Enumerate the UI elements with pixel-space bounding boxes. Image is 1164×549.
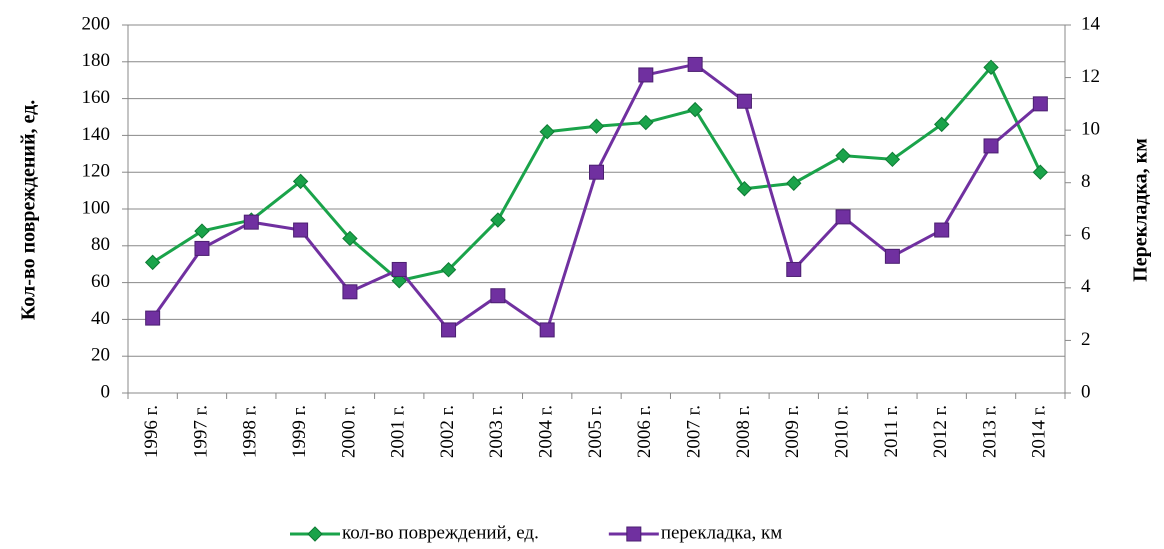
- y2-tick-label: 10: [1081, 119, 1100, 140]
- point: [194, 240, 210, 256]
- y-axis-title: Кол-во повреждений, ед.: [18, 100, 40, 320]
- x-tick-label: 2008 г.: [733, 405, 754, 458]
- point: [342, 230, 358, 247]
- point: [144, 254, 161, 271]
- x-tick-label: 2007 г.: [683, 405, 704, 458]
- legend-marker: [307, 526, 323, 542]
- point: [786, 261, 802, 277]
- point: [835, 209, 851, 225]
- x-tick-label: 1997 г.: [190, 405, 211, 458]
- point: [884, 248, 900, 264]
- point: [835, 147, 851, 164]
- y2-tick-label: 14: [1081, 13, 1101, 34]
- point: [983, 138, 999, 154]
- point: [934, 222, 950, 238]
- y-tick-label: 80: [91, 234, 110, 255]
- x-tick-label: 2000 г.: [338, 405, 359, 458]
- point: [292, 173, 309, 190]
- legend-label: перекладка, км: [661, 522, 782, 543]
- point: [194, 223, 210, 239]
- legend-marker: [626, 526, 642, 542]
- point: [638, 67, 654, 83]
- point: [293, 222, 309, 238]
- point: [440, 262, 457, 278]
- x-tick-label: 2004 г.: [536, 405, 557, 458]
- point: [687, 56, 703, 72]
- y-tick-label: 140: [82, 124, 111, 145]
- y2-tick-label: 0: [1081, 381, 1091, 402]
- y-tick-label: 120: [82, 161, 111, 182]
- point: [589, 164, 604, 180]
- point: [736, 93, 752, 109]
- y2-tick-label: 4: [1081, 276, 1091, 297]
- y2-tick-label: 12: [1081, 66, 1100, 87]
- x-tick-label: 2012 г.: [930, 405, 951, 458]
- point: [391, 273, 407, 289]
- point: [441, 322, 457, 338]
- x-tick-label: 1996 г.: [141, 405, 162, 458]
- point: [342, 284, 358, 300]
- y2-tick-label: 6: [1081, 224, 1091, 245]
- x-tick-label: 2014 г.: [1029, 405, 1050, 458]
- x-tick-label: 2002 г.: [437, 405, 458, 458]
- x-tick-label: 2009 г.: [782, 405, 803, 458]
- x-tick-label: 2006 г.: [634, 405, 655, 458]
- point: [934, 116, 950, 133]
- point: [243, 214, 259, 230]
- point: [736, 181, 753, 197]
- point: [786, 175, 802, 191]
- y-tick-label: 180: [82, 50, 111, 71]
- point: [490, 288, 506, 304]
- x-tick-label: 1998 г.: [240, 405, 261, 458]
- point: [884, 151, 901, 168]
- point: [983, 59, 999, 76]
- y-tick-label: 60: [91, 271, 110, 292]
- legend-label: кол-во повреждений, ед.: [342, 522, 539, 543]
- y2-tick-label: 2: [1081, 329, 1091, 350]
- point: [539, 322, 555, 338]
- y-tick-label: 0: [101, 381, 111, 402]
- point: [539, 124, 555, 140]
- series-line: [151, 62, 1042, 333]
- x-tick-label: 1999 г.: [289, 405, 310, 458]
- point: [1032, 164, 1049, 180]
- y-tick-label: 200: [82, 13, 111, 34]
- y-tick-label: 160: [82, 87, 111, 108]
- x-tick-label: 2003 г.: [486, 405, 507, 458]
- point: [588, 118, 605, 134]
- y-tick-label: 40: [91, 308, 110, 329]
- x-tick-label: 2011 г.: [881, 405, 902, 457]
- x-tick-label: 2013 г.: [979, 405, 1000, 458]
- point: [1032, 96, 1048, 112]
- y-tick-label: 20: [91, 345, 110, 366]
- y-tick-label: 100: [82, 197, 111, 218]
- x-tick-label: 2001 г.: [388, 405, 409, 458]
- x-tick-label: 2010 г.: [831, 405, 852, 458]
- point: [490, 212, 506, 228]
- point: [145, 310, 161, 326]
- y2-axis-title: Перекладка, км: [1130, 138, 1152, 282]
- point: [687, 101, 703, 118]
- x-tick-label: 2005 г.: [585, 405, 606, 458]
- y2-tick-label: 8: [1081, 171, 1091, 192]
- point: [391, 261, 407, 277]
- point: [638, 114, 654, 131]
